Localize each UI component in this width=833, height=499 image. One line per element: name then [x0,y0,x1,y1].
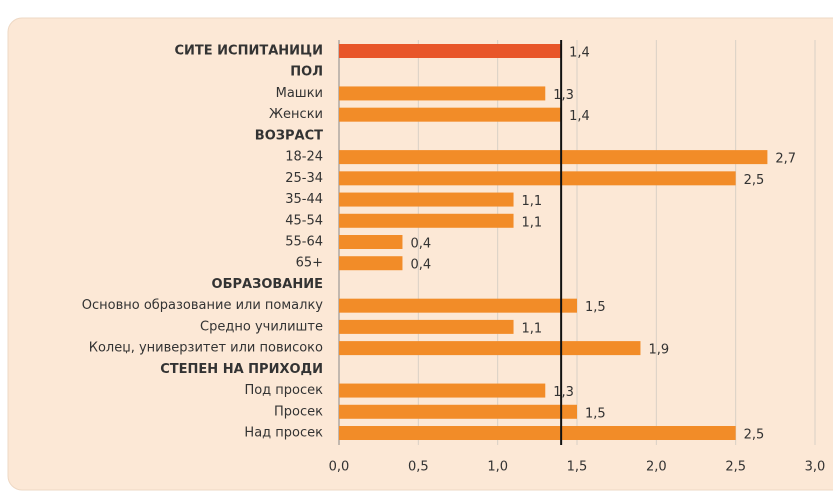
y-tick-label: 18-24 [285,150,323,165]
y-tick-label: Колеџ, универзитет или повисоко [89,341,323,356]
bar [339,404,577,419]
x-tick-label: 1,0 [487,460,508,475]
x-tick-label: 2,0 [646,460,667,475]
x-tick-label: 0,0 [329,460,350,475]
bar [339,213,514,228]
value-label: 1,5 [585,406,606,421]
value-label: 1,5 [585,300,606,315]
value-label: 2,7 [775,152,796,167]
bar [339,319,514,334]
x-tick-label: 0,5 [408,460,429,475]
bar [339,171,736,186]
x-tick-label: 2,5 [725,460,746,475]
y-tick-label: 25-34 [285,171,323,186]
value-label: 1,3 [553,385,574,400]
y-tick-label: Под просек [244,383,323,398]
bar [339,426,736,440]
y-tick-label: СИТЕ ИСПИТАНИЦИ [174,44,323,59]
bar [339,383,546,398]
bar [339,86,546,101]
value-label: 1,3 [553,88,574,103]
y-tick-label: Над просек [244,426,323,441]
y-tick-label: Машки [276,86,323,101]
x-tick-label: 1,5 [567,460,588,475]
panel [7,17,833,491]
value-label: 0,4 [410,237,431,252]
value-label: 1,4 [569,46,590,61]
bar [339,256,403,271]
y-tick-label: Основно образование или помалку [82,298,324,313]
bar [339,298,577,313]
y-tick-label: 65+ [296,256,323,271]
y-tick-label: ВОЗРАСТ [255,128,323,143]
value-label: 1,1 [522,215,543,230]
value-label: 2,5 [744,428,765,443]
value-label: 2,5 [744,173,765,188]
y-tick-label: 35-44 [285,192,323,207]
y-tick-label: ОБРАЗОВАНИЕ [212,277,323,292]
value-label: 1,4 [569,109,590,124]
value-label: 1,1 [522,321,543,336]
x-tick-label: 3,0 [805,460,826,475]
bar [339,341,641,356]
bar [339,44,562,58]
y-tick-label: Просек [274,404,323,419]
value-label: 1,9 [648,343,669,358]
value-label: 0,4 [410,258,431,273]
bar [339,235,403,249]
y-tick-label: 55-64 [285,235,323,250]
y-tick-label: СТЕПЕН НА ПРИХОДИ [160,362,323,377]
bar [339,107,562,122]
bar [339,192,514,207]
value-label: 1,1 [522,194,543,209]
y-tick-label: 45-54 [285,213,323,228]
y-tick-label: Средно училиште [200,319,323,334]
bar [339,150,768,165]
y-tick-label: ПОЛ [290,65,323,80]
y-tick-label: Женски [269,107,323,122]
